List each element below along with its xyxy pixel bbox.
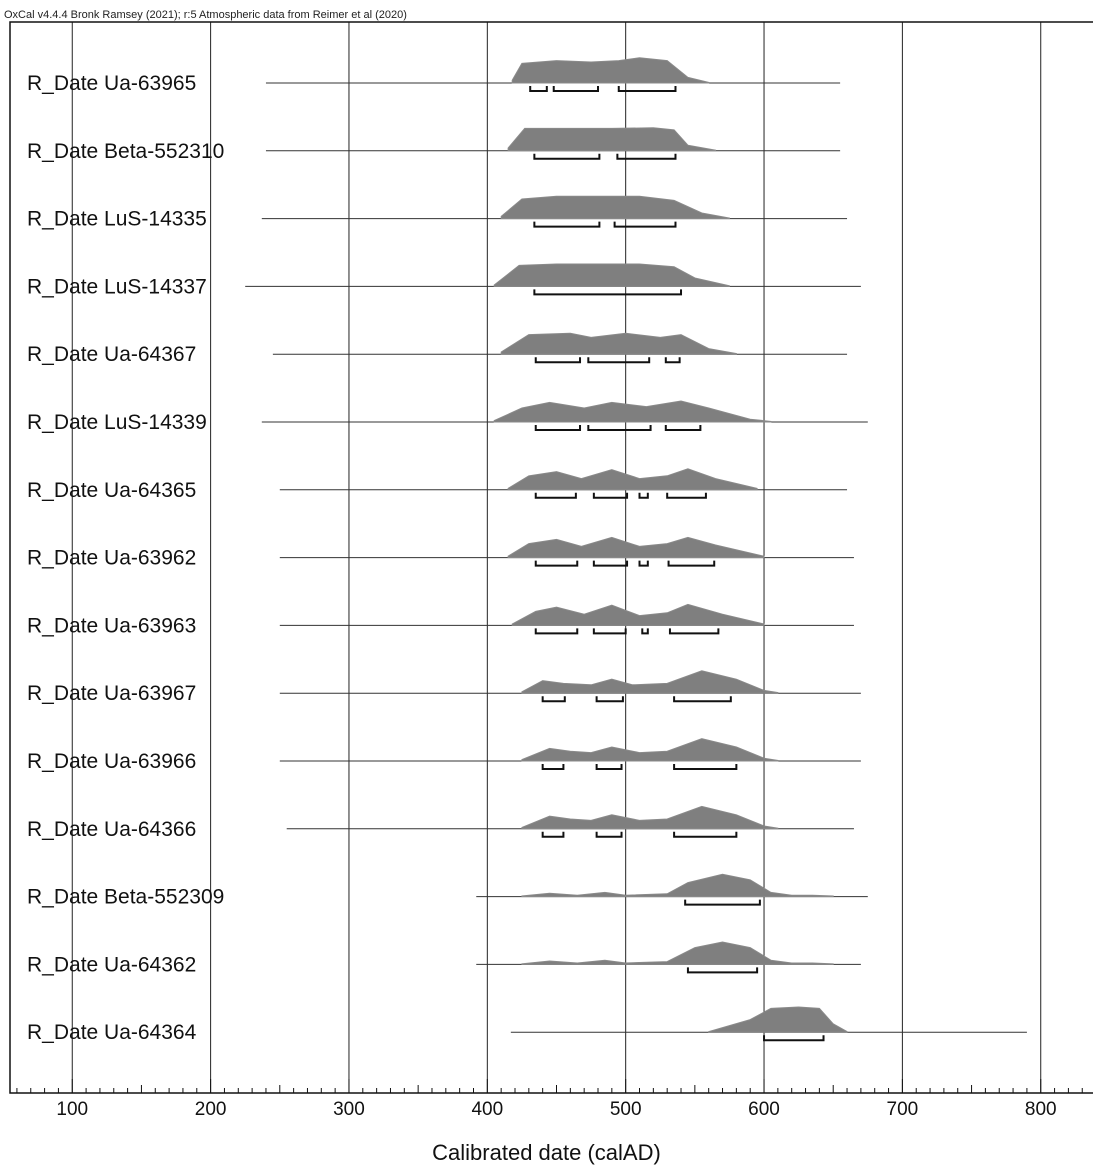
x-tick-label-100: 100 [56, 1099, 88, 1120]
series-row: R_Date Ua-64366 [27, 805, 854, 841]
series-label: R_Date Beta-552309 [27, 886, 224, 909]
series-row: R_Date Beta-552310 [27, 127, 841, 163]
hpd-range-bracket [552, 86, 600, 92]
hpd-range-bracket [534, 492, 577, 499]
hpd-range-bracket [673, 696, 732, 703]
series-row: R_Date Ua-63962 [27, 536, 854, 570]
hpd-range-bracket [617, 86, 677, 92]
series-label: R_Date Ua-64365 [27, 479, 196, 502]
density-area [511, 57, 710, 84]
hpd-range-bracket [673, 831, 738, 838]
density-area [708, 1006, 848, 1033]
series-label: R_Date Ua-64364 [27, 1021, 197, 1044]
series-row: R_Date Ua-63967 [27, 670, 861, 705]
hpd-range-bracket [595, 764, 623, 770]
density-area [507, 468, 758, 491]
series-row: R_Date Ua-63963 [27, 603, 854, 637]
series-row: R_Date Beta-552309 [27, 873, 868, 909]
series-row: R_Date Ua-64362 [27, 941, 861, 976]
hpd-range-bracket [684, 899, 761, 906]
series-label: R_Date Ua-63967 [27, 682, 196, 705]
hpd-range-bracket [592, 492, 629, 499]
density-area [507, 536, 765, 559]
series-row: R_Date LuS-14339 [27, 400, 868, 434]
series-row: R_Date Ua-64365 [27, 468, 848, 502]
series-row: R_Date LuS-14335 [27, 195, 848, 231]
series-label: R_Date LuS-14339 [27, 411, 207, 434]
density-area [521, 670, 779, 694]
x-axis-label: Calibrated date (calAD) [432, 1140, 661, 1165]
density-area [521, 941, 834, 965]
plot-frame [9, 21, 1093, 1094]
series-label: R_Date LuS-14335 [27, 208, 207, 231]
hpd-range-bracket [533, 153, 601, 160]
x-tick-label-700: 700 [887, 1099, 919, 1120]
hpd-range-bracket [541, 696, 566, 703]
density-area [500, 332, 737, 355]
calibration-header: OxCal v4.4.4 Bronk Ramsey (2021); r:5 At… [4, 9, 407, 21]
series-label: R_Date Ua-63965 [27, 72, 196, 95]
series-label: R_Date Ua-64367 [27, 343, 196, 366]
series-label: R_Date LuS-14337 [27, 275, 207, 298]
hpd-range-bracket [534, 628, 579, 635]
series-row: R_Date Ua-64364 [27, 1006, 1027, 1044]
x-tick-label-200: 200 [195, 1099, 227, 1120]
hpd-range-bracket [534, 560, 579, 567]
x-tick-label-400: 400 [471, 1099, 503, 1120]
hpd-range-bracket [534, 425, 582, 431]
series-row: R_Date Ua-63965 [27, 57, 841, 95]
series-row: R_Date LuS-14337 [27, 263, 861, 298]
date-series: R_Date Ua-63965 R_Date Beta-552310 R_Date … [27, 57, 1027, 1044]
hpd-range-bracket [587, 425, 652, 431]
density-area [521, 738, 779, 762]
x-tick-label-300: 300 [333, 1099, 365, 1120]
hpd-range-bracket [595, 831, 623, 838]
hpd-range-bracket [664, 425, 702, 431]
hpd-range-bracket [616, 153, 677, 160]
hpd-range-bracket [533, 221, 601, 228]
hpd-range-bracket [664, 357, 681, 364]
hpd-range-bracket [592, 628, 627, 635]
hpd-range-bracket [638, 560, 649, 567]
hpd-range-bracket [541, 764, 565, 770]
x-axis: 100 200 300 400 500 600 700 800 [16, 1079, 1083, 1120]
x-tick-label-800: 800 [1025, 1099, 1057, 1120]
series-label: R_Date Beta-552310 [27, 140, 224, 163]
hpd-range-bracket [667, 560, 716, 567]
hpd-range-bracket [595, 696, 624, 703]
hpd-range-bracket [673, 764, 738, 770]
series-label: R_Date Ua-63963 [27, 614, 196, 637]
hpd-range-bracket [641, 628, 649, 635]
hpd-range-bracket [638, 492, 649, 499]
density-area [521, 873, 834, 898]
series-label: R_Date Ua-63966 [27, 750, 196, 773]
series-row: R_Date Ua-64367 [27, 332, 848, 366]
series-label: R_Date Ua-64362 [27, 953, 196, 976]
hpd-range-bracket [613, 221, 677, 228]
density-area [521, 805, 779, 830]
hpd-range-bracket [666, 492, 707, 499]
hpd-range-bracket [541, 831, 565, 838]
hpd-range-bracket [763, 1035, 825, 1042]
hpd-range-bracket [686, 967, 759, 974]
series-label: R_Date Ua-64366 [27, 818, 196, 841]
hpd-range-bracket [668, 628, 720, 635]
density-area [511, 603, 765, 626]
hpd-range-bracket [529, 86, 548, 92]
density-area [500, 195, 730, 220]
density-area [493, 400, 772, 423]
series-row: R_Date Ua-63966 [27, 738, 861, 773]
density-area [507, 127, 717, 152]
hpd-range-bracket [587, 357, 651, 364]
hpd-range-bracket [534, 357, 582, 364]
x-tick-label-500: 500 [610, 1099, 642, 1120]
series-label: R_Date Ua-63962 [27, 547, 196, 570]
hpd-range-bracket [533, 289, 683, 296]
density-area [493, 263, 730, 287]
x-tick-label-600: 600 [748, 1099, 780, 1120]
hpd-range-bracket [592, 560, 629, 567]
